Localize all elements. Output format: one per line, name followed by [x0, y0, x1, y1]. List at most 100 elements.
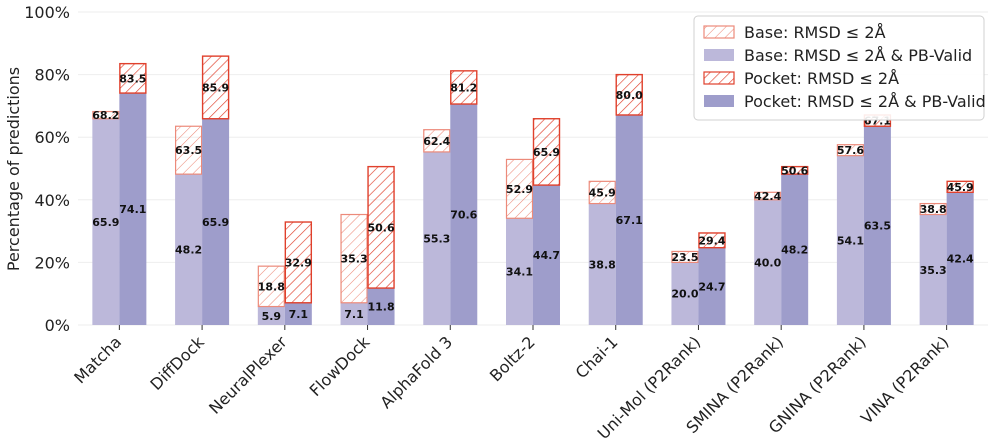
data-label: 42.4	[754, 190, 781, 203]
data-label: 34.1	[506, 266, 533, 279]
data-label: 50.6	[367, 221, 394, 234]
bar-pocket-pb-valid	[698, 247, 726, 325]
bar-base-pb-valid	[340, 302, 368, 325]
bar-pocket-rmsd	[946, 180, 974, 193]
data-label: 68.2	[92, 109, 119, 122]
legend-box	[693, 15, 985, 121]
x-tick-label: FlowDock	[306, 332, 374, 400]
bar-base-pb-valid	[423, 151, 451, 325]
bar-pocket-rmsd	[367, 165, 395, 289]
data-label: 24.7	[698, 280, 725, 293]
x-tick-label: Boltz-2	[486, 332, 539, 385]
bar-pocket-pb-valid	[202, 118, 230, 325]
bar-pocket-rmsd	[698, 232, 726, 249]
data-labels: 68.2 65.9 83.5 74.1 63.5 48.2 85.9 65.9 18.8 5.9 3…	[92, 72, 974, 322]
bar-pocket-rmsd	[780, 165, 809, 175]
y-tick-label: 60%	[34, 128, 70, 147]
bars	[92, 55, 974, 326]
bar-pocket-pb-valid	[615, 114, 643, 326]
data-label: 54.1	[837, 234, 864, 247]
bar-pocket-pb-valid	[284, 302, 312, 325]
bar-pocket-rmsd	[450, 70, 478, 105]
data-label: 38.8	[589, 258, 616, 271]
data-label: 44.7	[533, 249, 560, 262]
data-label: 29.4	[698, 234, 725, 247]
legend-entry: Base: RMSD ≤ 2Å	[744, 23, 886, 42]
data-label: 48.2	[175, 244, 202, 257]
x-tick-label: DiffDock	[146, 332, 208, 394]
y-tick-label: 40%	[34, 191, 70, 210]
y-tick-label: 80%	[34, 66, 70, 85]
bar-base-pb-valid	[506, 218, 533, 325]
data-label: 83.5	[119, 72, 146, 85]
legend-entry: Pocket: RMSD ≤ 2Å	[744, 69, 899, 88]
data-label: 35.3	[920, 264, 947, 277]
bar-base-rmsd	[919, 202, 947, 216]
bar-pocket-pb-valid	[946, 192, 974, 325]
legend-swatch	[703, 71, 735, 85]
bar-pocket-rmsd	[201, 55, 230, 120]
data-label: 20.0	[671, 288, 698, 301]
bar-pocket-rmsd	[284, 221, 313, 304]
bar-base-rmsd	[671, 250, 699, 264]
bar-base-pb-valid	[671, 262, 699, 325]
data-label: 63.5	[864, 220, 891, 233]
data-label: 81.2	[450, 81, 477, 94]
bar-base-rmsd	[257, 265, 285, 308]
bar-base-rmsd	[754, 191, 782, 201]
data-label: 63.5	[175, 144, 202, 157]
data-label: 62.4	[423, 135, 450, 148]
data-label: 52.9	[506, 183, 533, 196]
data-label: 18.8	[258, 280, 285, 293]
data-label: 57.6	[837, 144, 864, 157]
data-label: 67.1	[616, 214, 643, 227]
data-label: 55.3	[423, 232, 450, 245]
data-label: 85.9	[202, 81, 229, 94]
data-label: 80.0	[616, 89, 643, 102]
bar-base-rmsd	[340, 213, 368, 304]
data-label: 74.1	[119, 203, 146, 216]
bar-pocket-rmsd	[119, 62, 147, 94]
data-label: 23.5	[671, 251, 698, 264]
data-label: 65.9	[202, 216, 229, 229]
data-label: 65.9	[92, 216, 119, 229]
data-label: 65.9	[533, 146, 560, 159]
data-label: 45.9	[589, 186, 616, 199]
bar-base-pb-valid	[836, 155, 864, 325]
bar-base-pb-valid	[175, 174, 203, 325]
data-label: 40.0	[754, 256, 781, 269]
data-label: 42.4	[947, 253, 974, 266]
x-tick-label: Matcha	[70, 332, 125, 387]
legend: Base: RMSD ≤ 2Å Base: RMSD ≤ 2Å & PB-Vali…	[693, 15, 986, 121]
bar-pocket-pb-valid	[119, 93, 147, 325]
bar-pocket-pb-valid	[781, 174, 809, 325]
data-label: 38.8	[920, 203, 947, 216]
legend-swatch	[703, 25, 735, 39]
data-label: 70.6	[450, 209, 477, 222]
bar-pocket-pb-valid	[367, 288, 395, 325]
bar-base-rmsd	[174, 125, 203, 175]
data-label: 11.8	[367, 301, 394, 314]
bar-base-rmsd	[588, 180, 616, 205]
bar-pocket-rmsd	[532, 118, 561, 186]
data-label: 50.6	[781, 164, 808, 177]
x-tick-label: AlphaFold 3	[376, 332, 456, 412]
data-label: 5.9	[262, 310, 282, 323]
x-tick-label: VINA (P2Rank)	[857, 332, 952, 427]
bar-base-pb-valid	[92, 118, 120, 325]
x-tick-label: NeuralPlexer	[205, 332, 291, 418]
data-label: 32.9	[285, 256, 312, 269]
legend-swatch	[704, 49, 734, 61]
bar-pocket-pb-valid	[450, 104, 478, 325]
bar-base-rmsd	[505, 158, 534, 219]
legend-entry: Pocket: RMSD ≤ 2Å & PB-Valid	[744, 92, 986, 111]
bar-pocket-pb-valid	[863, 126, 891, 326]
legend-swatch	[704, 95, 734, 107]
bar-base-rmsd	[423, 129, 451, 153]
x-tick-label: Chai-1	[572, 332, 622, 382]
bar-base-pb-valid	[754, 199, 782, 325]
y-tick-label: 100%	[24, 3, 70, 22]
data-label: 7.1	[344, 308, 364, 321]
y-tick-label: 0%	[45, 316, 70, 335]
